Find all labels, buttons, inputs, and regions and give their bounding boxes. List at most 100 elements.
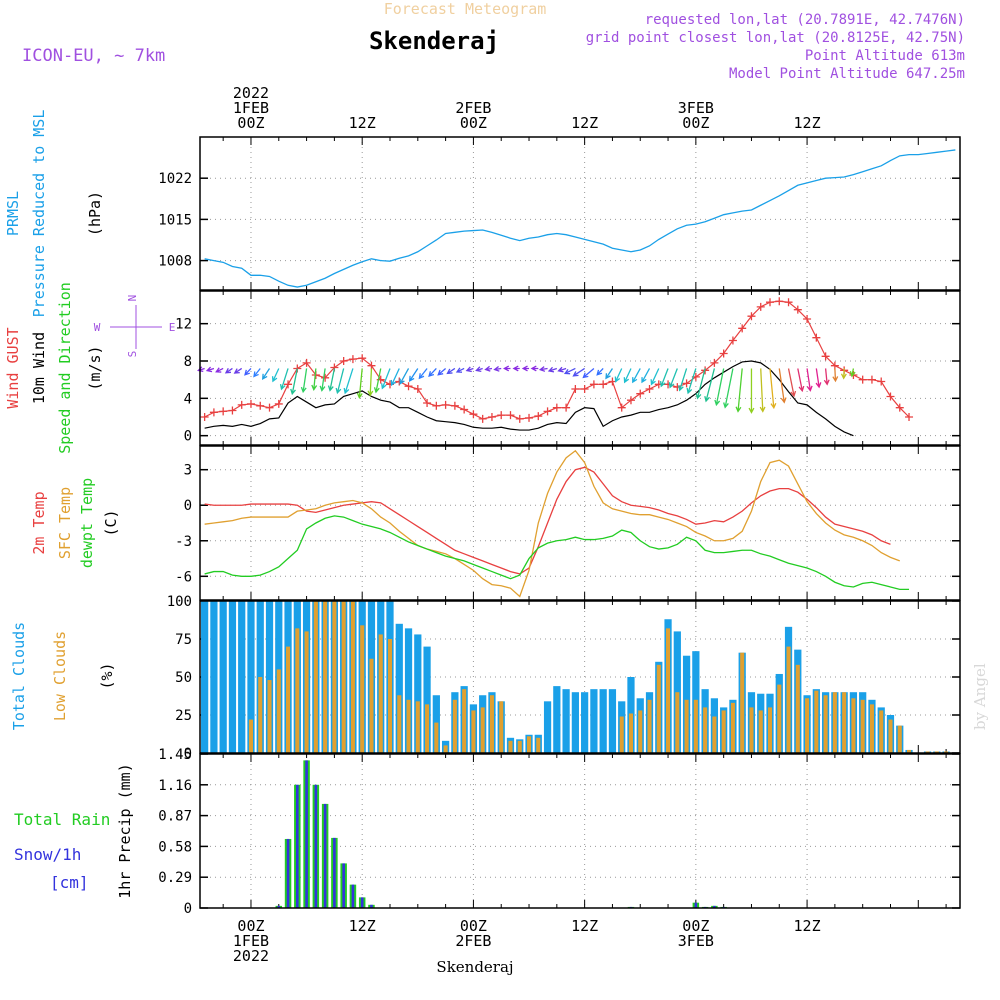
panel-2: 0 4 8 12 Wind GUST 10m Wind Speed and Directio… [4, 282, 961, 454]
y-tick-label: 3 [184, 463, 192, 479]
wind-gust-marker [487, 413, 496, 421]
low-cloud-bar [860, 699, 865, 753]
wind-gust-marker [803, 315, 812, 323]
rain-bar-inner [351, 884, 355, 908]
wind-direction-arrow [686, 368, 697, 395]
wind-direction-arrow [381, 368, 391, 390]
y-tick-label: 1022 [158, 171, 192, 187]
wind-gust-marker [877, 377, 886, 386]
low-cloud-bar [925, 751, 930, 753]
low-cloud-bar [786, 646, 791, 753]
low-cloud-bar [471, 710, 476, 753]
wind-direction-arrow [582, 367, 595, 379]
y-axis-label: Total Rain [14, 810, 110, 829]
wind-direction-arrow [735, 368, 743, 413]
wind-direction-arrow [271, 368, 280, 383]
wind-gust-marker [543, 407, 552, 416]
low-cloud-bar [323, 601, 328, 753]
wind-gust-marker [728, 336, 737, 345]
wind-direction-arrow [832, 368, 839, 383]
wind-direction-arrow [428, 368, 437, 378]
time-label-top: 12Z [571, 114, 598, 132]
y-tick-label: 0 [184, 901, 192, 917]
y-axis-label: 10m Wind [30, 332, 48, 404]
compass-south: S [126, 351, 139, 358]
wind-gust-marker [209, 408, 218, 417]
total-cloud-bar [571, 692, 579, 753]
low-cloud-bar [267, 680, 272, 753]
y-axis-label: Total Clouds [10, 622, 28, 730]
total-cloud-bar [414, 634, 422, 753]
y-axis-label: (%) [98, 662, 116, 689]
dewpoint-line [204, 515, 910, 590]
wind-direction-arrow [253, 368, 261, 378]
low-cloud-bar [387, 639, 393, 753]
panel-4: 0 25 50 75 100 Total Clouds Low Clouds (%) [10, 594, 961, 762]
wind-direction-arrow [547, 366, 558, 373]
wind-gust-marker [450, 401, 459, 410]
y-tick-label: 50 [175, 670, 192, 686]
compass-north: N [126, 295, 139, 302]
wind-direction-arrow [614, 368, 623, 383]
wind-gust-marker [756, 302, 765, 311]
wind-direction-arrow [455, 367, 465, 373]
wind-direction-arrow [714, 368, 725, 407]
wind-direction-arrow [659, 368, 669, 388]
compass-west: W [94, 321, 101, 334]
rain-bar-inner [286, 838, 290, 908]
y-tick-label: 8 [184, 354, 192, 370]
wind-gust-marker [460, 405, 469, 414]
y-axis-label: Snow/1h [14, 845, 81, 864]
total-cloud-bar [210, 601, 218, 753]
wind-gust-marker [302, 358, 311, 367]
wind-direction-arrow [521, 365, 530, 372]
time-label-top: 12Z [349, 114, 376, 132]
gridpoint-coords: grid point closest lon,lat (20.8125E, 42… [586, 30, 965, 46]
low-cloud-bar [248, 719, 253, 753]
low-cloud-bar [286, 646, 291, 753]
wind-gust-marker [228, 406, 237, 415]
time-label-bottom: 1FEB [233, 932, 269, 950]
panel-frame [199, 753, 961, 909]
wind-gust-marker [219, 407, 228, 416]
low-cloud-bar [888, 719, 893, 753]
total-cloud-bar [590, 689, 598, 753]
wind-direction-arrow [224, 367, 233, 374]
wind-gust-marker [413, 385, 422, 393]
rain-bar-inner [360, 897, 364, 908]
wind-gust-marker [580, 385, 589, 393]
wind-direction-arrow [650, 368, 660, 386]
wind-speed-line [204, 360, 854, 437]
rain-bar-inner [323, 803, 327, 908]
y-axis-label: Speed and Direction [56, 282, 74, 454]
low-cloud-bar [656, 664, 661, 753]
wind-direction-arrow [408, 368, 419, 382]
low-cloud-bar [767, 707, 773, 753]
pressure-line [204, 149, 956, 288]
wind-gust-marker [775, 297, 784, 306]
wind-direction-arrow [632, 368, 641, 384]
y-axis-label: dewpt Temp [78, 478, 96, 568]
total-cloud-bar [543, 701, 552, 753]
y-axis-label: Pressure Reduced to MSL [30, 110, 48, 318]
low-cloud-bar [805, 698, 810, 753]
y-tick-label: 12 [175, 317, 192, 333]
point-altitude: Point Altitude 613m [805, 48, 965, 64]
wind-direction-arrow [759, 368, 766, 413]
low-cloud-bar [703, 707, 708, 753]
wind-direction-arrow [418, 368, 428, 380]
wind-direction-arrow [390, 368, 400, 387]
y-tick-label: 25 [175, 708, 192, 724]
total-cloud-bar [404, 628, 413, 753]
requested-coords: requested lon,lat (20.7891E, 42.7476N) [645, 12, 965, 28]
wind-direction-arrow [641, 368, 651, 384]
wind-gust-marker [284, 380, 293, 389]
wind-direction-arrow [502, 365, 511, 372]
wind-direction-arrow [748, 368, 755, 414]
rain-bar-inner [694, 902, 698, 908]
wind-gust-marker [738, 324, 747, 333]
low-cloud-bar [934, 751, 939, 753]
wind-gust-marker [534, 412, 543, 421]
low-cloud-bar [814, 690, 819, 753]
wind-direction-arrow [261, 368, 271, 380]
